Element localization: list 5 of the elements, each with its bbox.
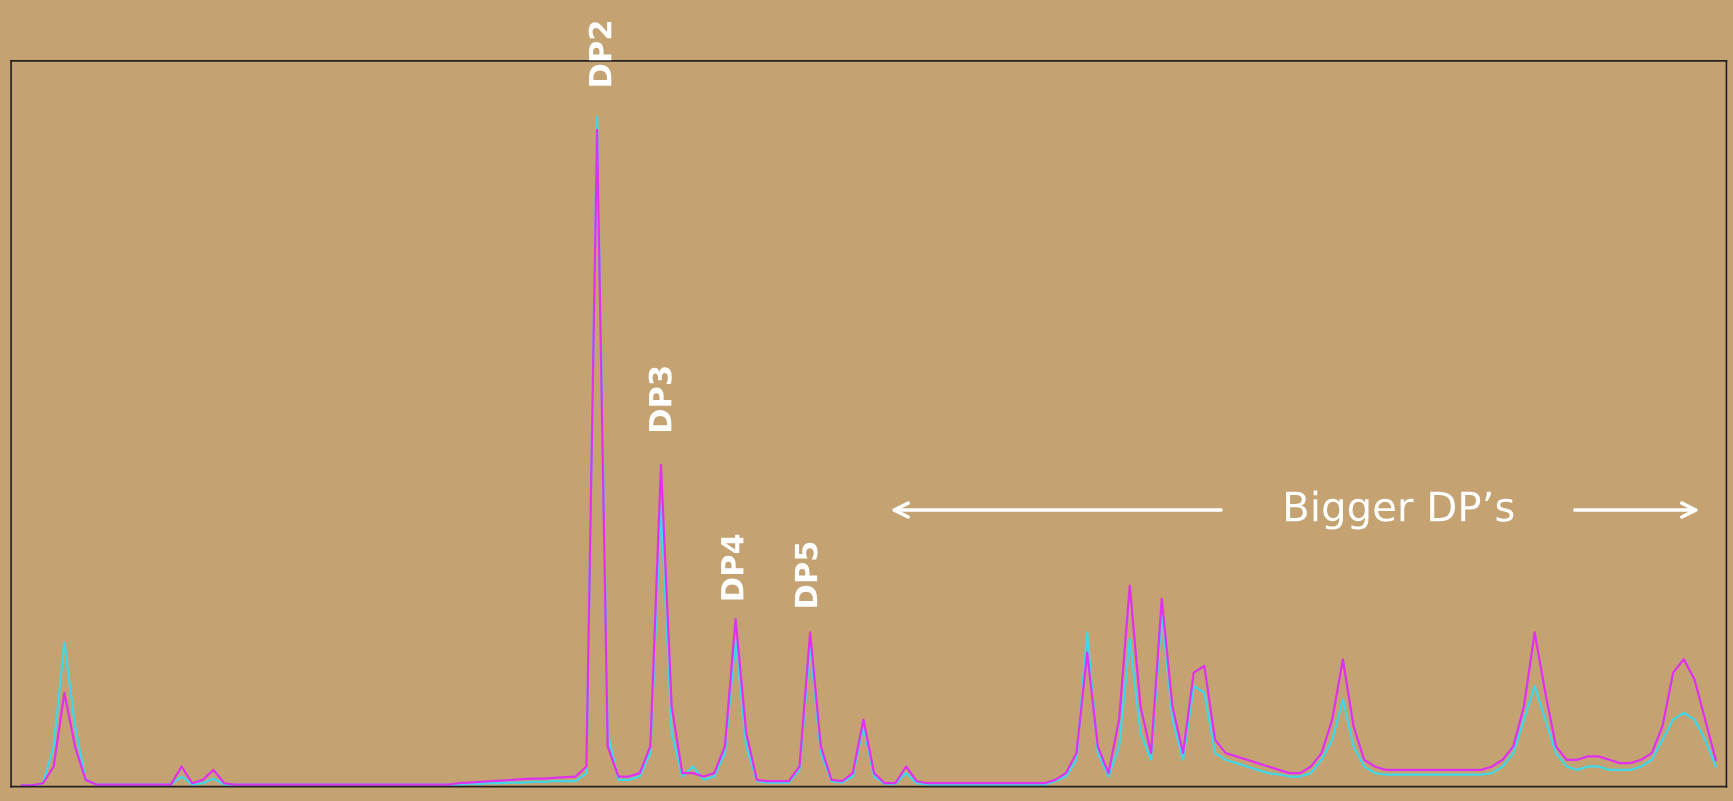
annotation: DP4: [721, 534, 744, 600]
text: DP2: [588, 22, 612, 86]
annotation: DP3: [648, 367, 672, 432]
annotation: Bigger DP’s: [1286, 490, 1514, 530]
annotation: DP5: [794, 542, 818, 607]
